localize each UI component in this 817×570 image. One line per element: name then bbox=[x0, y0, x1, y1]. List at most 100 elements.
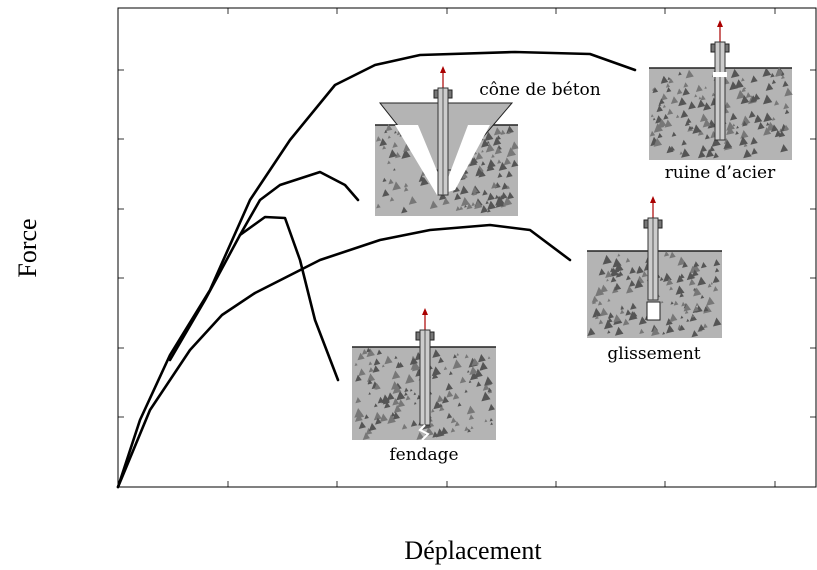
aggregate bbox=[477, 354, 486, 363]
aggregate bbox=[740, 95, 750, 105]
aggregate bbox=[390, 412, 396, 417]
aggregate bbox=[511, 159, 519, 168]
aggregate bbox=[467, 370, 470, 373]
aggregate bbox=[368, 392, 372, 395]
aggregate bbox=[443, 366, 448, 371]
aggregate bbox=[673, 300, 679, 306]
aggregate bbox=[703, 306, 709, 312]
aggregate bbox=[669, 145, 675, 152]
aggregate bbox=[466, 203, 473, 210]
aggregate bbox=[613, 314, 622, 323]
aggregate bbox=[638, 316, 647, 325]
aggregate bbox=[763, 112, 773, 122]
aggregate bbox=[745, 92, 752, 98]
aggregate bbox=[429, 422, 435, 428]
aggregate bbox=[497, 159, 502, 164]
aggregate bbox=[471, 358, 480, 367]
aggregate bbox=[666, 324, 675, 334]
aggregate bbox=[615, 272, 621, 278]
aggregate bbox=[625, 309, 632, 316]
aggregate bbox=[506, 125, 514, 134]
aggregate bbox=[750, 75, 758, 83]
aggregate bbox=[606, 278, 609, 282]
illustrations bbox=[352, 20, 793, 441]
aggregate bbox=[741, 77, 745, 82]
aggregate bbox=[374, 403, 378, 408]
aggregate bbox=[506, 147, 516, 158]
aggregate bbox=[394, 152, 401, 159]
aggregate bbox=[607, 330, 611, 334]
aggregate bbox=[446, 390, 454, 398]
aggregate bbox=[670, 96, 679, 105]
aggregate bbox=[659, 276, 664, 281]
aggregate bbox=[669, 251, 676, 259]
aggregate bbox=[700, 294, 705, 299]
aggregate bbox=[602, 254, 612, 265]
aggregate bbox=[706, 296, 715, 306]
aggregate bbox=[653, 137, 663, 147]
aggregate bbox=[401, 206, 408, 214]
aggregate bbox=[662, 104, 666, 108]
aggregate bbox=[416, 431, 425, 440]
aggregate bbox=[609, 267, 619, 277]
aggregate bbox=[770, 124, 779, 132]
aggregate bbox=[735, 130, 739, 135]
aggregate bbox=[498, 161, 508, 171]
aggregate bbox=[456, 353, 460, 356]
aggregate bbox=[503, 196, 513, 207]
aggregate bbox=[511, 141, 519, 149]
aggregate bbox=[441, 396, 449, 404]
crack bbox=[418, 424, 430, 441]
aggregate bbox=[695, 305, 703, 313]
aggregate bbox=[411, 363, 420, 372]
aggregate bbox=[468, 414, 475, 420]
aggregate bbox=[367, 373, 376, 382]
aggregate bbox=[405, 395, 411, 401]
aggregate bbox=[487, 208, 491, 213]
aggregate bbox=[669, 313, 678, 322]
aggregate bbox=[373, 358, 381, 366]
aggregate bbox=[404, 392, 408, 396]
aggregate bbox=[394, 355, 398, 360]
axes-frame bbox=[117, 7, 817, 488]
aggregate bbox=[691, 314, 695, 318]
aggregate bbox=[739, 136, 748, 146]
aggregate bbox=[470, 371, 479, 381]
aggregate bbox=[683, 82, 689, 88]
aggregate bbox=[702, 323, 708, 329]
aggregate bbox=[376, 349, 382, 355]
aggregate bbox=[397, 399, 406, 408]
aggregate bbox=[751, 147, 758, 155]
aggregate bbox=[666, 145, 674, 154]
aggregate bbox=[743, 142, 748, 147]
aggregate bbox=[709, 145, 715, 152]
aggregate bbox=[409, 356, 418, 366]
aggregate bbox=[625, 257, 631, 263]
arrow-head bbox=[440, 66, 446, 73]
aggregate bbox=[668, 77, 674, 84]
aggregate bbox=[782, 80, 789, 88]
aggregate bbox=[401, 423, 408, 430]
aggregate bbox=[693, 287, 696, 291]
aggregate bbox=[392, 181, 401, 191]
aggregate bbox=[376, 203, 381, 209]
aggregate bbox=[452, 359, 462, 370]
aggregate bbox=[765, 82, 774, 91]
aggregate bbox=[468, 380, 472, 384]
aggregate bbox=[724, 101, 731, 109]
aggregate bbox=[770, 72, 775, 78]
aggregate bbox=[757, 122, 765, 130]
label-glissement: glissement bbox=[607, 344, 700, 364]
aggregate bbox=[656, 105, 663, 113]
aggregate bbox=[743, 149, 752, 159]
aggregate bbox=[681, 139, 687, 146]
aggregate bbox=[503, 157, 512, 166]
aggregate bbox=[470, 425, 474, 430]
aggregate bbox=[368, 367, 374, 373]
aggregate bbox=[634, 279, 644, 289]
aggregate bbox=[658, 98, 665, 105]
aggregate bbox=[506, 170, 513, 178]
aggregate bbox=[357, 352, 365, 361]
aggregate bbox=[386, 392, 395, 401]
